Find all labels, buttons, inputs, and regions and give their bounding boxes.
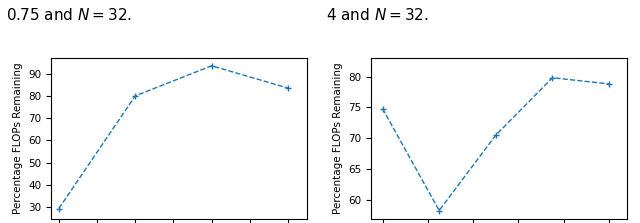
Text: 4 and $N = 32$.: 4 and $N = 32$. (326, 7, 429, 23)
Y-axis label: Percentage FLOPs Remaining: Percentage FLOPs Remaining (13, 62, 23, 214)
Y-axis label: Percentage FLOPs Remaining: Percentage FLOPs Remaining (333, 62, 342, 214)
Text: 0.75 and $N = 32$.: 0.75 and $N = 32$. (6, 7, 132, 23)
